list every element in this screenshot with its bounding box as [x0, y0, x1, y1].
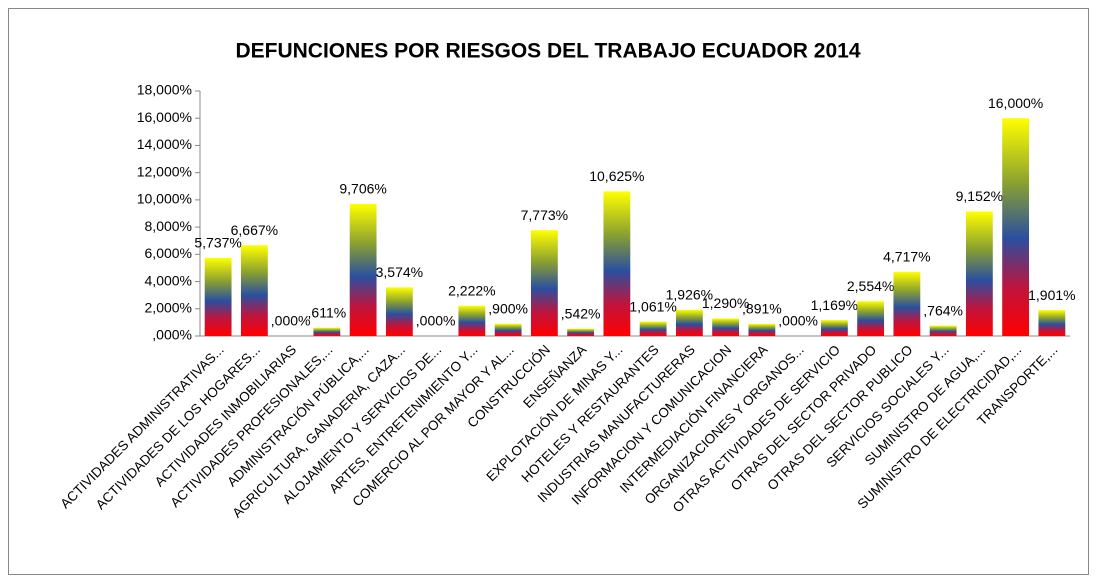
value-label: ,764% [923, 302, 963, 318]
y-tick-label: ,000% [152, 327, 192, 343]
value-label: 1,061% [629, 298, 676, 314]
bar [639, 321, 667, 336]
y-tick-label: 10,000% [137, 191, 192, 207]
y-tick-label: 8,000% [145, 218, 192, 234]
y-tick-label: 6,000% [145, 245, 192, 261]
bar [530, 230, 558, 336]
bar [893, 271, 921, 336]
value-label: 4,717% [883, 248, 930, 264]
bar [494, 323, 522, 336]
value-label: 10,625% [589, 168, 644, 184]
bar [349, 203, 377, 336]
bar [567, 328, 595, 336]
value-label: 3,574% [376, 264, 423, 280]
bar [929, 325, 957, 336]
value-label: ,900% [488, 300, 528, 316]
bar [1002, 118, 1030, 336]
bar [603, 191, 631, 336]
value-label: 16,000% [988, 95, 1043, 111]
value-label: ,891% [742, 301, 782, 317]
bar [1038, 310, 1066, 336]
bar [313, 327, 341, 336]
bar [204, 257, 232, 336]
value-label: 1,290% [702, 295, 749, 311]
value-label: 1,169% [811, 297, 858, 313]
bar [748, 323, 776, 336]
bar [965, 211, 993, 336]
bar [240, 245, 268, 336]
value-label: 5,737% [194, 235, 241, 251]
value-label: 6,667% [231, 222, 278, 238]
bar [712, 318, 740, 336]
bar [857, 301, 885, 336]
value-label: ,611% [308, 304, 347, 320]
bar [820, 320, 848, 336]
bar [458, 305, 486, 336]
value-label: 2,554% [847, 278, 894, 294]
y-tick-label: 12,000% [137, 163, 192, 179]
value-label: 1,926% [666, 286, 713, 302]
bar [675, 309, 703, 336]
y-tick-label: 14,000% [137, 136, 192, 152]
value-label: 2,222% [448, 282, 495, 298]
y-tick-label: 16,000% [137, 109, 192, 125]
value-label: 1,901% [1028, 287, 1075, 303]
value-label: 9,706% [339, 181, 386, 197]
value-label: ,000% [271, 313, 311, 329]
value-label: ,000% [778, 313, 818, 329]
chart-title: DEFUNCIONES POR RIESGOS DEL TRABAJO ECUA… [235, 40, 860, 63]
value-label: ,000% [416, 313, 456, 329]
y-tick-label: 18,000% [137, 82, 192, 98]
value-label: 7,773% [521, 207, 568, 223]
y-tick-label: 2,000% [145, 299, 192, 315]
value-label: 9,152% [956, 188, 1003, 204]
bar [385, 287, 413, 336]
y-tick-label: 4,000% [145, 272, 192, 288]
value-label: ,542% [561, 305, 601, 321]
